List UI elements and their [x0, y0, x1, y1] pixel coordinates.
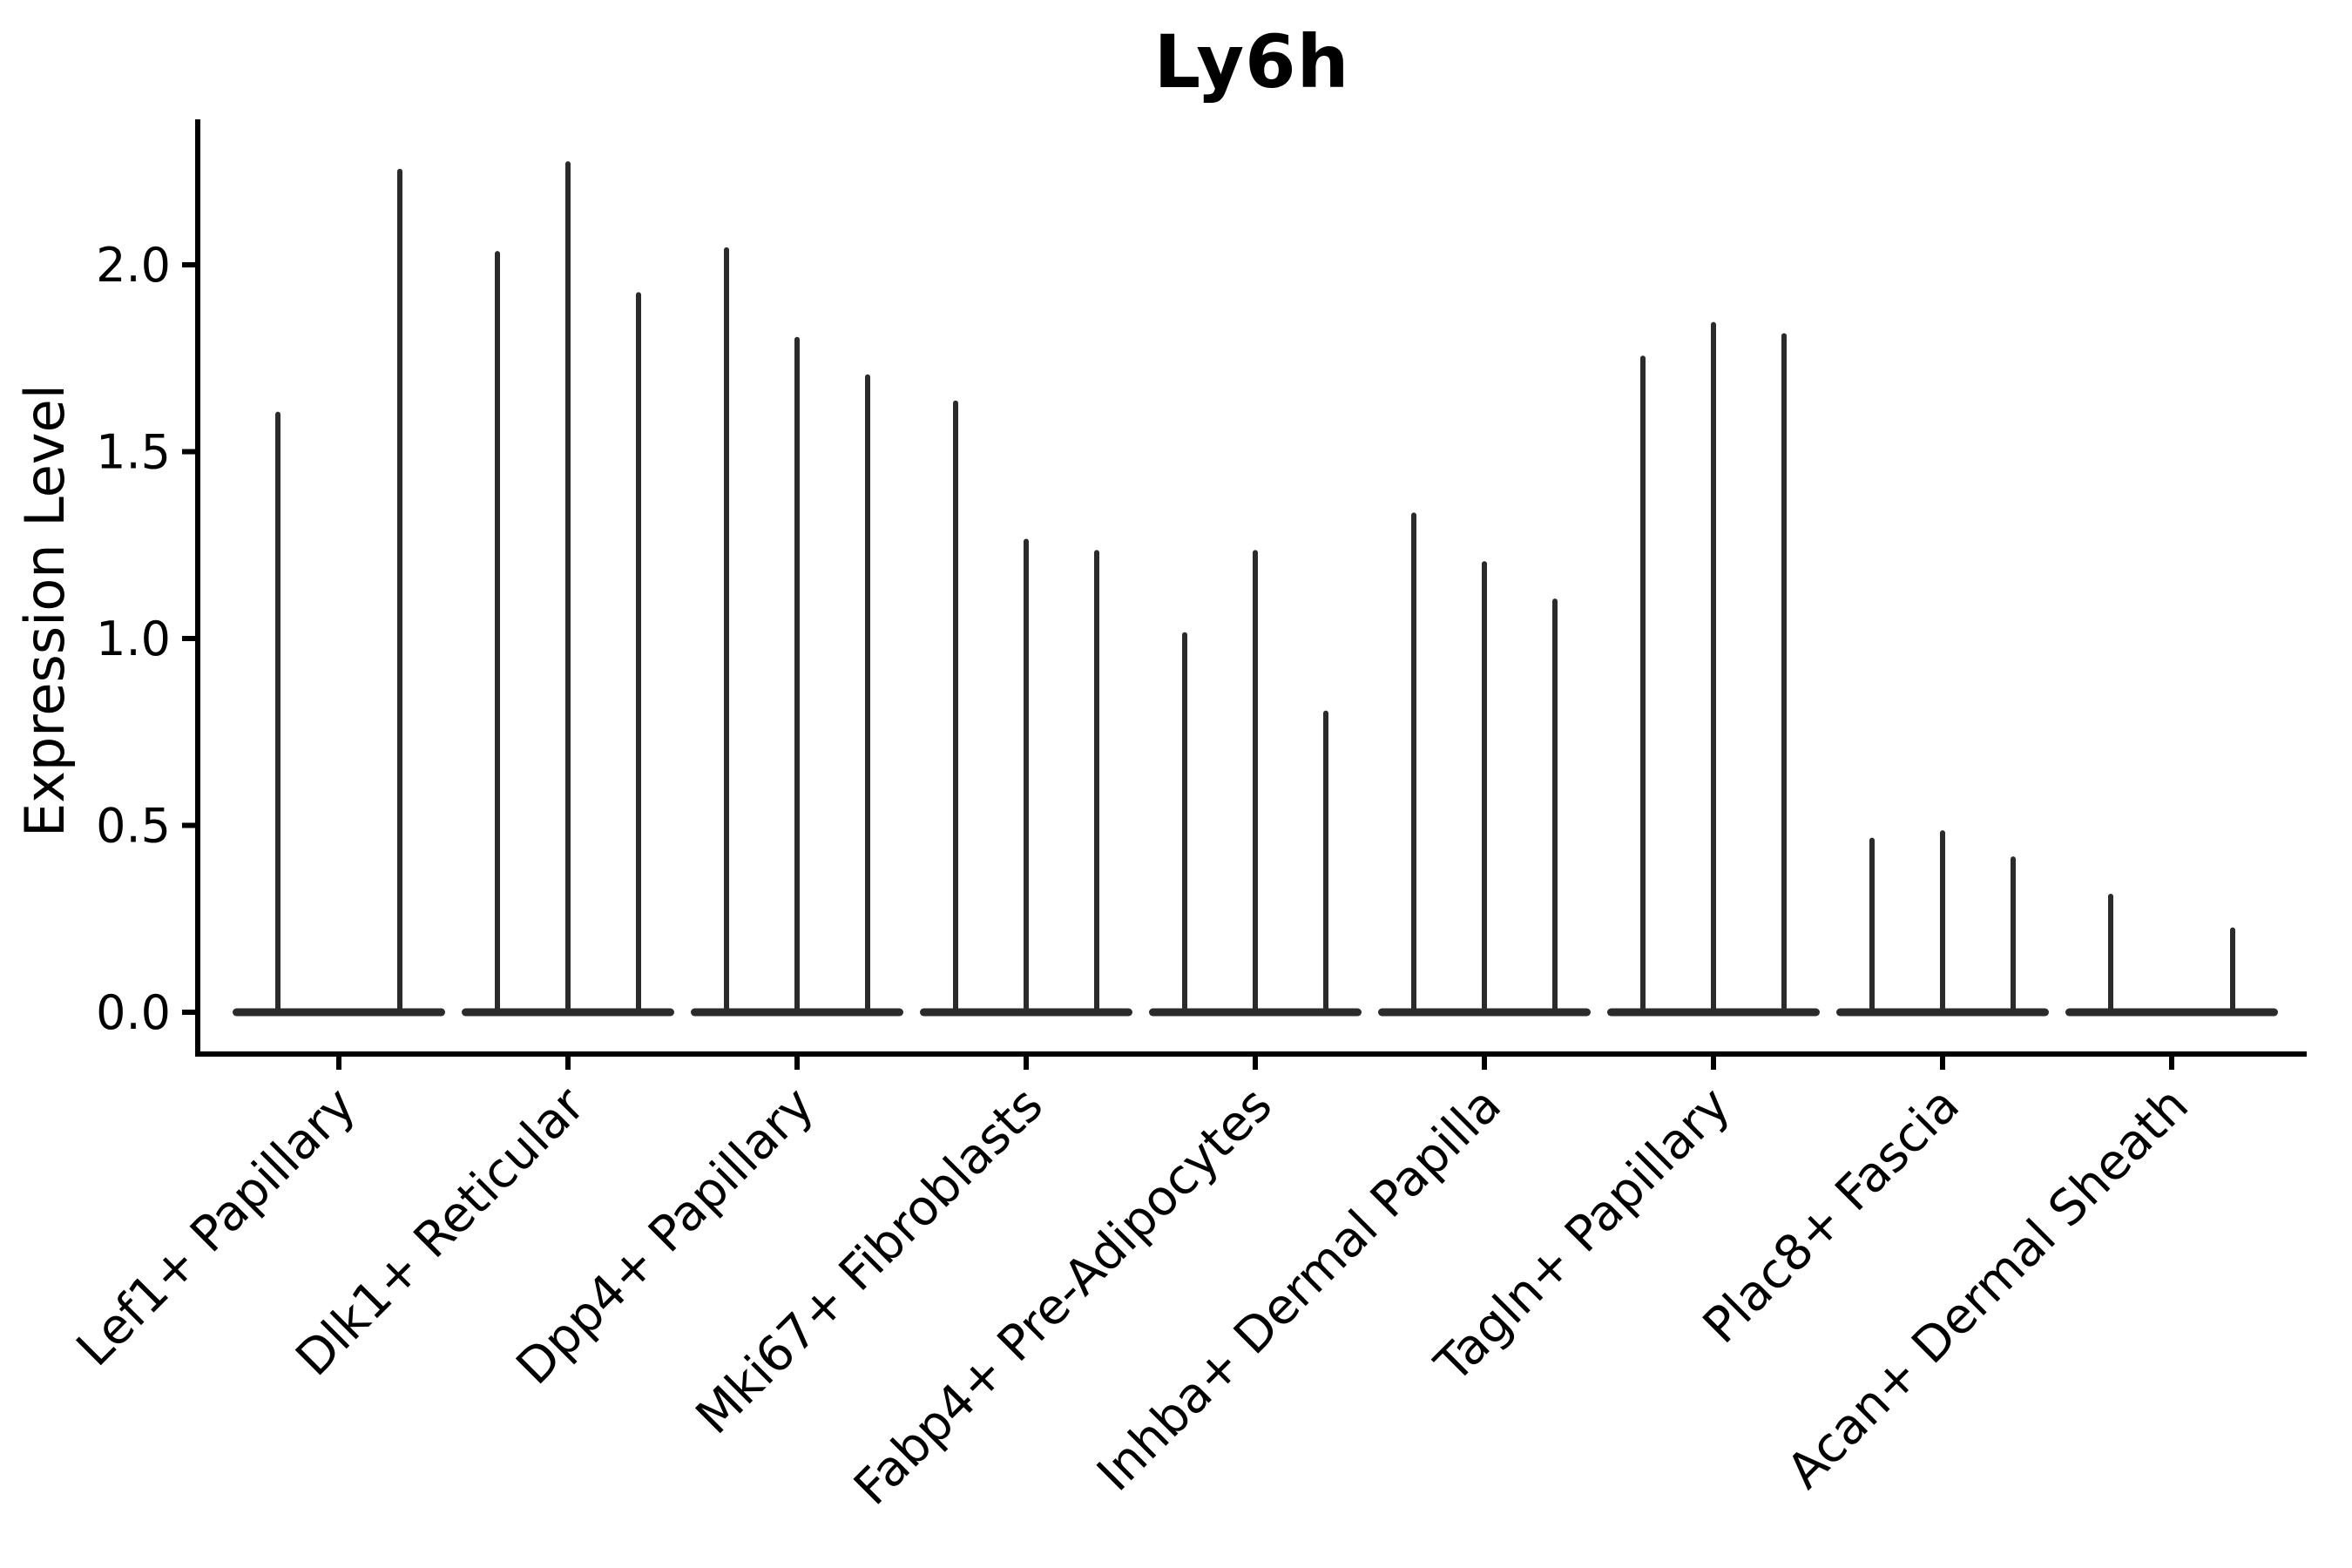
- y-tick-label: 1.0: [96, 612, 171, 666]
- x-category-label: Inhba+ Dermal Papilla: [1086, 1077, 1512, 1503]
- violin-group: [1149, 550, 1362, 1017]
- violin-group: [1607, 321, 1820, 1017]
- violin-group: [2065, 894, 2278, 1017]
- chart-title: Ly6h: [1153, 19, 1350, 105]
- y-tick-label: 0.5: [96, 798, 171, 853]
- y-tick-label: 1.5: [96, 424, 171, 479]
- y-tick-label: 0.0: [96, 985, 171, 1040]
- y-tick-label: 2.0: [96, 238, 171, 293]
- violin-group: [691, 247, 903, 1017]
- violin-group: [1378, 512, 1591, 1017]
- violin-group: [1836, 830, 2049, 1017]
- violin-group: [233, 168, 445, 1017]
- violin-base: [2065, 1008, 2278, 1017]
- violin-base: [233, 1008, 445, 1017]
- violin-group: [462, 161, 674, 1017]
- x-category-label: Fabp4+ Pre-Adipocytes: [843, 1077, 1283, 1517]
- x-category-label: Acan+ Dermal Sheath: [1776, 1077, 2200, 1500]
- violin-group: [920, 400, 1132, 1017]
